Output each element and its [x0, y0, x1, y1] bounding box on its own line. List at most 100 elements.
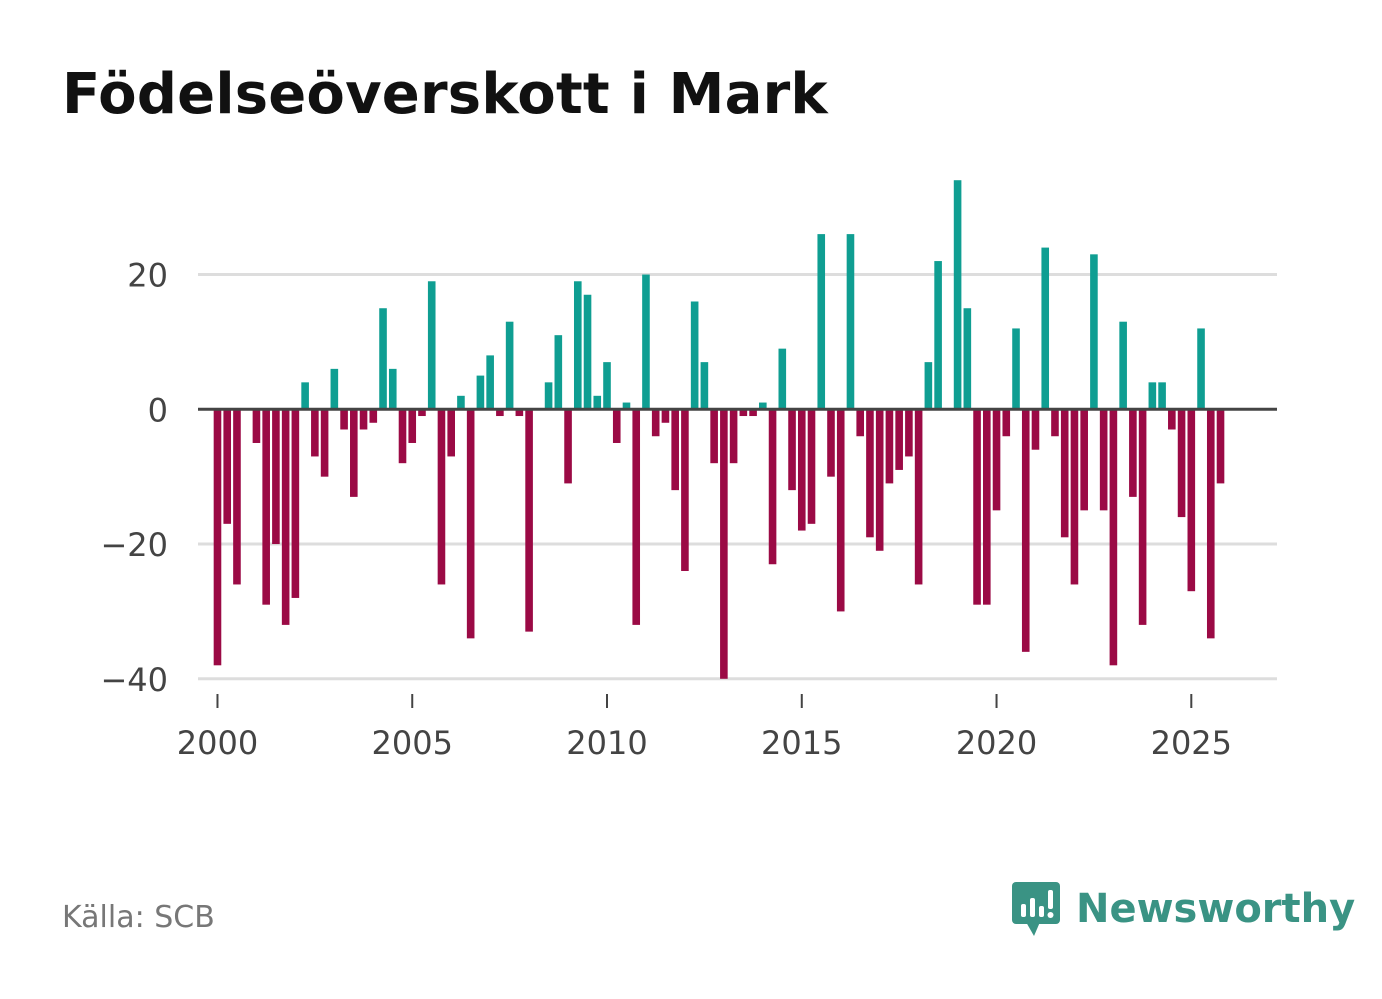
bar	[369, 409, 378, 423]
bar	[681, 409, 689, 571]
bar	[1002, 409, 1011, 437]
bar	[788, 409, 796, 491]
bar	[1099, 409, 1108, 511]
bar	[564, 409, 572, 484]
bar	[866, 409, 874, 538]
bar	[768, 409, 777, 565]
bar	[973, 409, 981, 605]
bar	[388, 368, 397, 410]
bar	[330, 368, 339, 410]
bar	[1168, 409, 1176, 430]
bar	[759, 402, 767, 410]
bar	[622, 402, 631, 410]
bar	[1080, 409, 1088, 511]
y-tick-label: 20	[127, 257, 168, 295]
bar	[1129, 409, 1137, 497]
bar	[408, 409, 417, 443]
bar	[1187, 409, 1196, 592]
chart-title: Födelseöverskott i Mark	[62, 62, 828, 127]
bar	[1138, 409, 1147, 625]
bar	[320, 409, 329, 477]
x-tick-label: 2015	[761, 724, 842, 762]
bar	[515, 409, 524, 417]
bar	[427, 281, 436, 410]
newsworthy-logo-icon	[1012, 882, 1060, 936]
bar	[262, 409, 270, 605]
bar	[992, 409, 1001, 511]
bar	[379, 308, 387, 410]
bar	[544, 382, 553, 410]
bar	[525, 409, 533, 632]
bar	[729, 409, 738, 464]
bar	[846, 234, 855, 410]
bar	[1051, 409, 1059, 437]
bar	[749, 409, 757, 417]
bar	[311, 409, 319, 457]
y-tick-label: −40	[100, 661, 168, 699]
bar	[612, 409, 621, 443]
bar	[340, 409, 348, 430]
bar	[447, 409, 455, 457]
bar	[476, 375, 485, 410]
bar	[934, 261, 942, 410]
bar	[875, 409, 884, 551]
brand-name: Newsworthy	[1076, 886, 1356, 932]
bar	[914, 409, 923, 585]
bar	[924, 362, 933, 410]
y-tick-label: 0	[148, 391, 168, 429]
bar	[1119, 321, 1127, 410]
bar	[554, 335, 563, 410]
bar	[1197, 328, 1205, 410]
x-tick-label: 2000	[177, 724, 258, 762]
bar	[418, 409, 426, 417]
bar	[437, 409, 446, 585]
bar	[1177, 409, 1186, 518]
bar	[856, 409, 864, 437]
bar	[496, 409, 504, 417]
bar	[223, 409, 232, 524]
bar	[1060, 409, 1069, 538]
bar	[983, 409, 991, 605]
bar	[301, 382, 309, 410]
brand: Newsworthy	[1010, 878, 1355, 940]
bar	[778, 348, 787, 410]
bar	[720, 409, 728, 679]
source-label: Källa: SCB	[62, 900, 215, 935]
bar	[272, 409, 280, 545]
bar	[398, 409, 407, 464]
bar	[807, 409, 816, 524]
x-tick-label: 2020	[956, 724, 1037, 762]
bar	[1109, 409, 1118, 666]
bar	[213, 409, 222, 666]
bar	[963, 308, 972, 410]
bar	[817, 234, 826, 410]
y-tick-label: −20	[100, 526, 168, 564]
bar	[583, 294, 592, 410]
x-tick-label: 2010	[566, 724, 647, 762]
bar	[350, 409, 358, 497]
bar	[885, 409, 894, 484]
bar	[291, 409, 300, 598]
bar	[671, 409, 679, 491]
bar	[797, 409, 806, 531]
bar	[1021, 409, 1030, 652]
bar	[642, 274, 650, 410]
bar	[1148, 382, 1157, 410]
bar	[661, 409, 670, 423]
bar	[252, 409, 261, 443]
bar	[359, 409, 368, 430]
bar	[1206, 409, 1215, 639]
bar	[895, 409, 903, 470]
x-tick-label: 2005	[372, 724, 453, 762]
bar	[486, 355, 494, 410]
bar	[466, 409, 475, 639]
bars	[213, 180, 1225, 679]
bar	[573, 281, 582, 410]
bar	[281, 409, 290, 625]
bar	[739, 409, 748, 417]
bar	[1031, 409, 1040, 450]
bar	[710, 409, 718, 464]
bar	[836, 409, 845, 612]
